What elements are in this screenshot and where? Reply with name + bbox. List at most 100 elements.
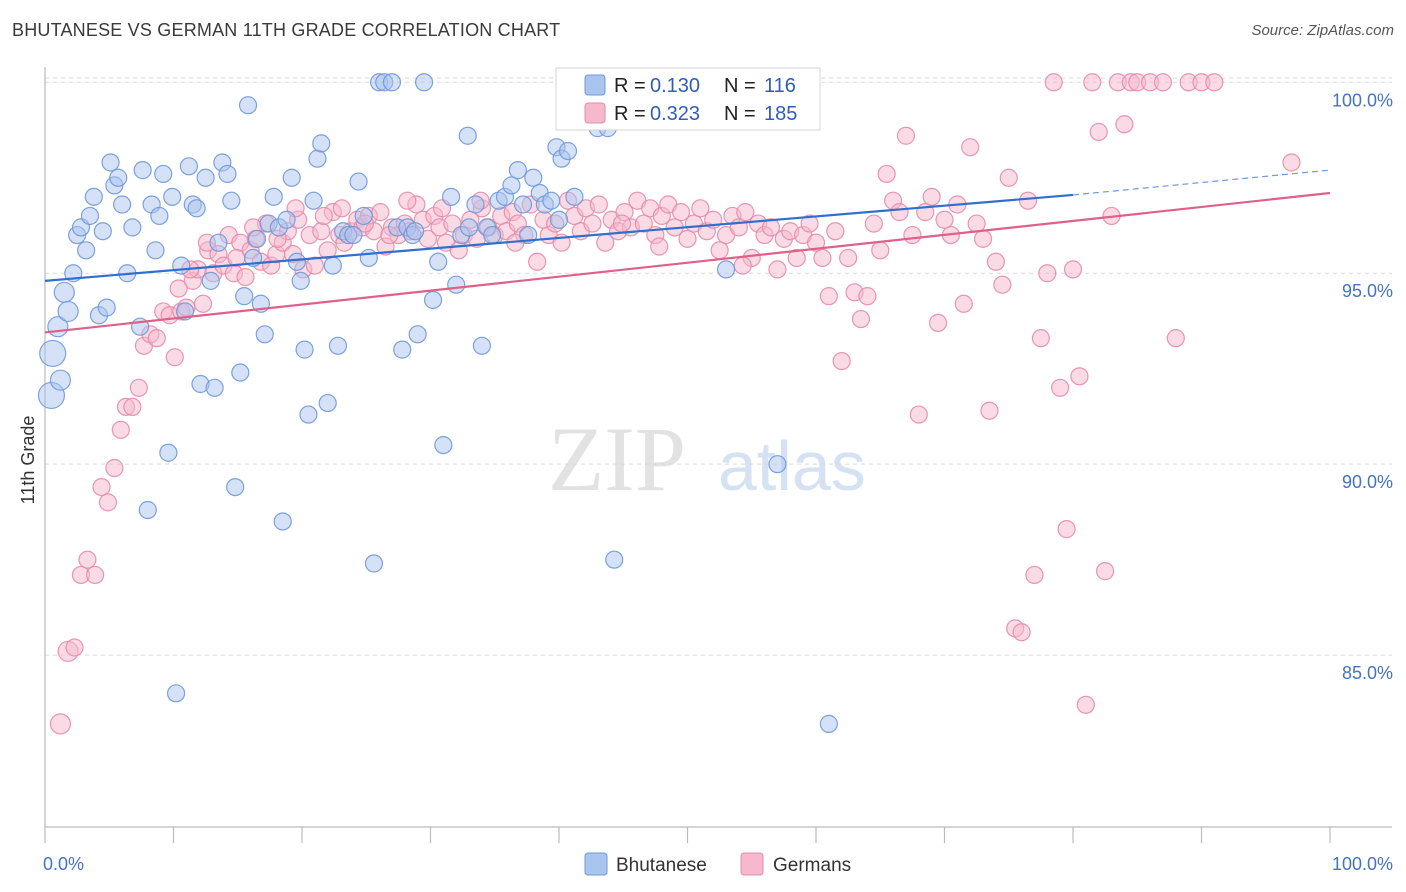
bhutanese-points — [37, 73, 838, 733]
bhutanese-point — [502, 176, 521, 195]
bhutanese-point — [159, 443, 178, 462]
bhutanese-point — [354, 206, 373, 226]
bhutanese-point — [255, 325, 274, 344]
bhutanese-point — [318, 393, 337, 413]
bhutanese-point — [80, 206, 100, 226]
bhutanese-point — [565, 187, 584, 206]
germans-point — [371, 203, 390, 222]
bhutanese-point — [209, 233, 228, 252]
bottom-legend: Bhutanese Germans — [584, 852, 851, 876]
germans-point — [332, 199, 351, 218]
y-tick-label: 95.0% — [1342, 281, 1393, 301]
bhutanese-point — [146, 241, 165, 260]
germans-point — [1051, 378, 1070, 397]
bhutanese-point — [423, 290, 443, 310]
germans-points — [49, 73, 1301, 735]
bhutanese-point — [405, 222, 425, 241]
bhutanese-point — [222, 191, 241, 210]
germans-point — [986, 252, 1006, 271]
tick-labels: 85.0% 90.0% 95.0% 100.0% 0.0% 100.0% — [43, 90, 1393, 874]
germans-point — [1076, 695, 1095, 714]
germans-point — [49, 713, 72, 735]
bhutanese-point — [508, 161, 527, 180]
bhutanese-point — [447, 275, 466, 294]
x-tick-label: 100.0% — [1332, 854, 1393, 874]
bhutanese-point — [459, 218, 479, 237]
germans-point — [858, 287, 877, 306]
germans-point — [993, 275, 1012, 294]
germans-point — [733, 256, 752, 275]
bhutanese-point — [549, 210, 569, 229]
bhutanese-point — [226, 478, 245, 497]
chart-title: BHUTANESE VS GERMAN 11TH GRADE CORRELATI… — [12, 20, 561, 40]
germans-point — [999, 168, 1018, 187]
germans-point — [1282, 153, 1301, 172]
bhutanese-point — [429, 252, 448, 271]
bhutanese-point — [123, 218, 142, 237]
watermark-zip: ZIP — [548, 408, 686, 510]
bhutanese-point — [414, 73, 434, 92]
germans-point — [678, 229, 697, 248]
germans-point — [922, 187, 941, 206]
legend-n-value-2: 185 — [764, 103, 797, 125]
bhutanese-point — [112, 195, 132, 214]
germans-point — [1057, 520, 1076, 539]
germans-point — [691, 199, 710, 218]
bhutanese-point — [716, 260, 736, 279]
germans-point — [710, 241, 729, 260]
germans-point — [612, 214, 632, 233]
bhutanese-point — [819, 714, 838, 733]
y-tick-label: 90.0% — [1342, 472, 1393, 492]
bhutanese-point — [466, 195, 485, 214]
germans-point — [761, 218, 781, 237]
germans-point — [980, 401, 999, 420]
germans-point — [787, 248, 806, 268]
germans-point — [896, 126, 916, 145]
germans-point — [826, 222, 845, 241]
germans-point — [935, 210, 954, 229]
bhutanese-point — [231, 363, 250, 382]
watermark: ZIP atlas — [548, 408, 866, 510]
germans-point — [111, 420, 130, 439]
bhutanese-point — [138, 500, 157, 520]
bhutanese-point — [768, 455, 787, 474]
bhutanese-point — [542, 191, 561, 210]
germans-point — [398, 191, 417, 210]
germans-point — [819, 287, 838, 306]
legend-swatch-germans — [584, 102, 606, 124]
germans-point — [634, 214, 653, 233]
bottom-legend-germans: Germans — [773, 855, 851, 876]
bhutanese-point — [57, 300, 79, 323]
germans-point — [236, 267, 255, 287]
bhutanese-point — [458, 126, 477, 145]
germans-point — [851, 309, 871, 329]
bhutanese-point — [408, 325, 427, 344]
bhutanese-point — [277, 210, 296, 229]
germans-point — [193, 294, 213, 313]
bhutanese-point — [434, 435, 453, 455]
x-tick-label: 0.0% — [43, 854, 84, 874]
germans-point — [671, 203, 691, 222]
germans-point — [839, 248, 858, 268]
legend-n-label-2: N = — [724, 103, 756, 125]
germans-point — [528, 252, 547, 271]
germans-point — [877, 164, 896, 184]
germans-point — [736, 203, 755, 222]
bhutanese-trend-extension — [1072, 169, 1331, 196]
germans-point — [1070, 367, 1089, 386]
legend-r-label-1: R = — [614, 75, 646, 97]
bottom-legend-swatch-germans — [740, 852, 764, 876]
germans-point — [813, 248, 832, 268]
germans-point — [1018, 191, 1038, 210]
germans-point — [806, 233, 826, 252]
germans-trend-line — [44, 191, 1331, 334]
bhutanese-point — [558, 141, 578, 161]
germans-point — [1025, 565, 1044, 585]
bhutanese-point — [84, 187, 103, 206]
germans-point — [1096, 562, 1115, 581]
bhutanese-point — [304, 191, 323, 210]
germans-point — [1044, 73, 1063, 92]
bhutanese-point — [77, 241, 96, 260]
bhutanese-point — [218, 164, 237, 184]
